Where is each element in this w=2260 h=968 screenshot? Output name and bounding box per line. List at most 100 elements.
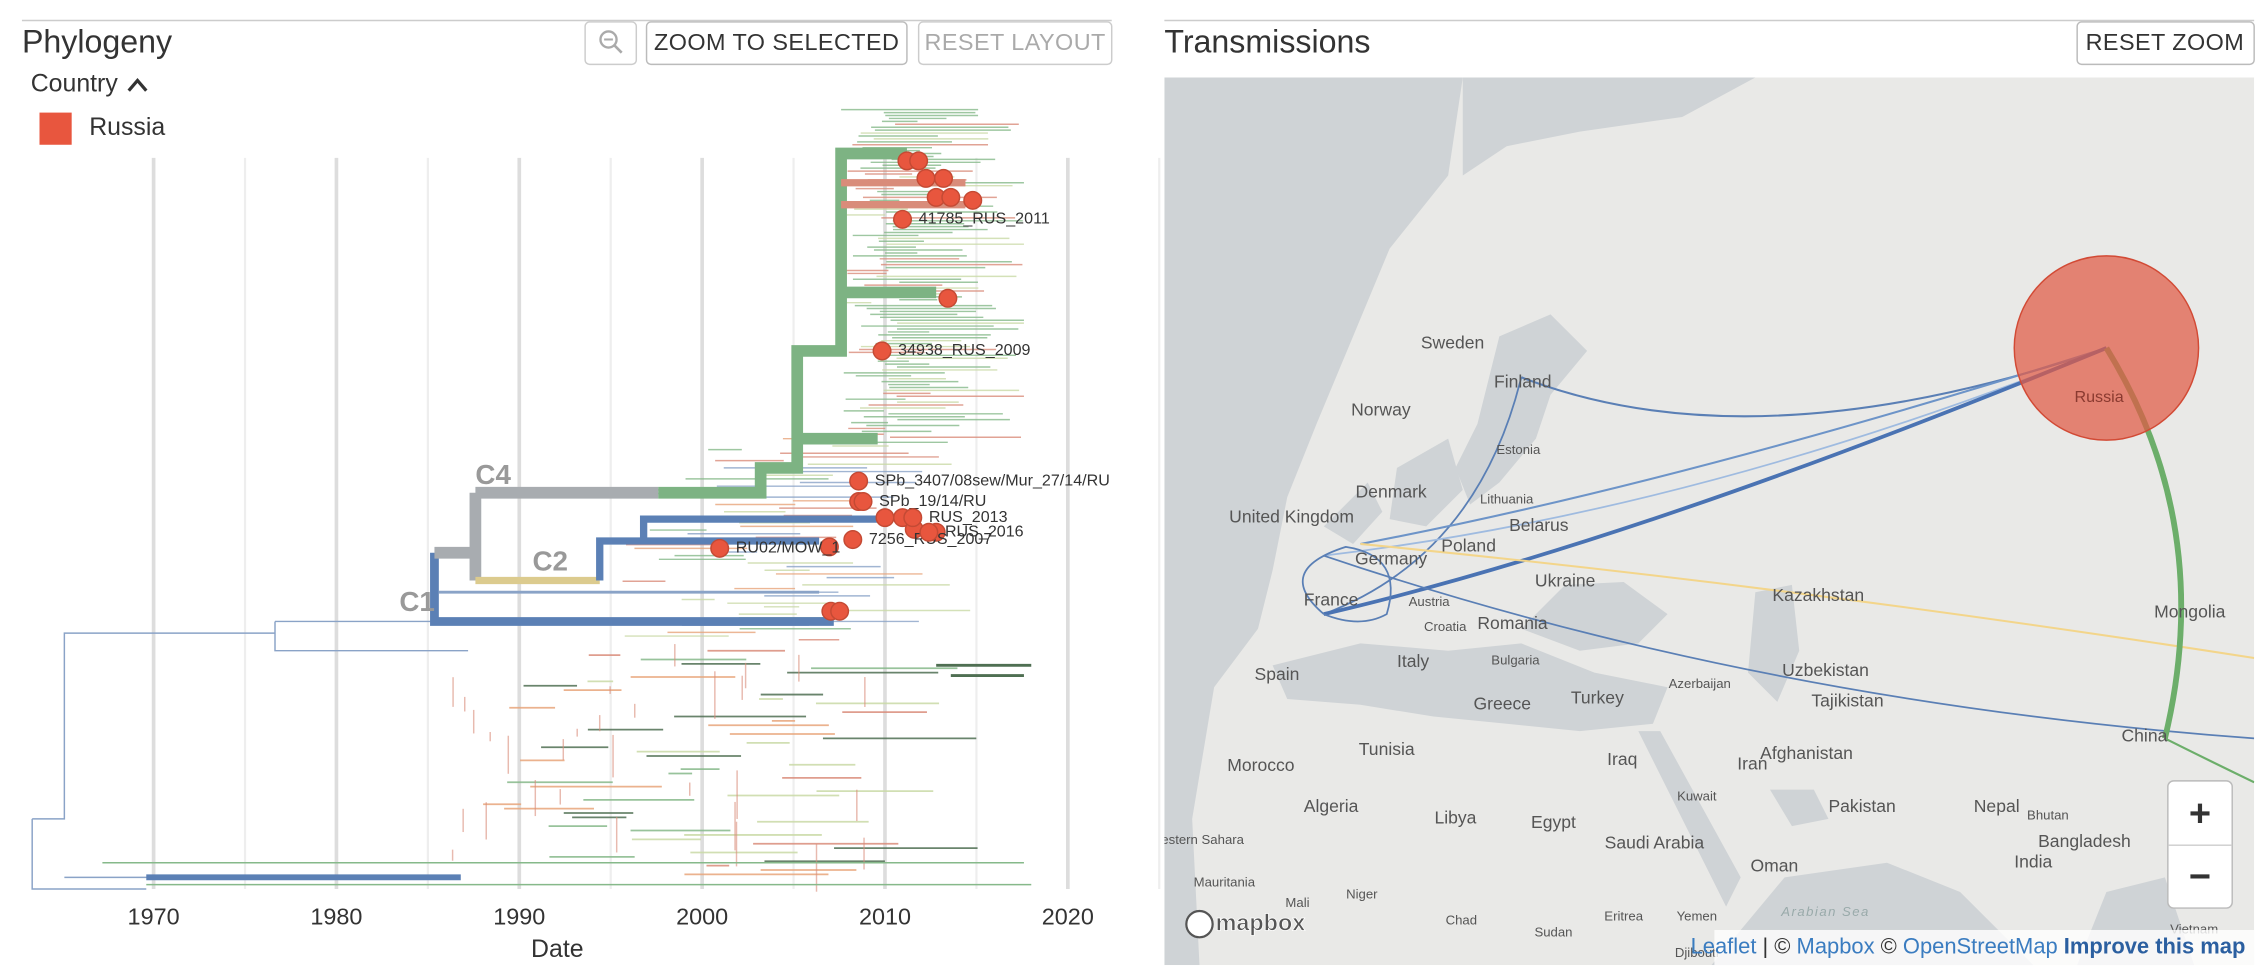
tip-marker: [872, 341, 892, 361]
mapbox-link[interactable]: Mapbox: [1797, 933, 1875, 958]
leaflet-link[interactable]: Leaflet: [1691, 933, 1757, 958]
place-label: Romania: [1477, 613, 1547, 633]
place-label: Western Sahara: [1149, 832, 1245, 847]
logo-mark: [1185, 909, 1214, 939]
tip-marker: [849, 471, 869, 491]
place-label: Estonia: [1496, 442, 1541, 457]
place-label: Iran: [1737, 753, 1767, 773]
place-label: Chad: [1446, 913, 1477, 928]
branch: [596, 515, 878, 581]
place-label: Bangladesh: [2038, 831, 2131, 851]
place-label: Turkey: [1571, 688, 1624, 708]
x-tick-label: 1990: [493, 903, 545, 929]
panel-title: Phylogeny: [22, 23, 173, 59]
place-label: Mongolia: [2154, 601, 2225, 621]
place-label: Pakistan: [1828, 796, 1895, 816]
place-label: Norway: [1351, 400, 1411, 420]
branch: [430, 552, 834, 626]
tip-marker: [909, 151, 929, 171]
reset-layout-button[interactable]: RESET LAYOUT: [917, 21, 1113, 66]
place-label: Sudan: [1534, 924, 1572, 939]
clade-label: C4: [475, 459, 511, 490]
tip-label: RU02/MOW_1: [736, 539, 841, 557]
place-label: Germany: [1355, 549, 1427, 569]
map[interactable]: Russia Sweden Finland Norway Estonia Denmark…: [1149, 77, 2255, 966]
tip-marker: [916, 168, 936, 188]
button-label[interactable]: RESET ZOOM: [2086, 29, 2245, 55]
place-label: France: [1304, 590, 1359, 610]
separator: | ©: [1756, 933, 1796, 958]
clade-label: C2: [532, 545, 568, 576]
place-label: Iraq: [1607, 749, 1637, 769]
osm-link[interactable]: OpenStreetMap: [1903, 933, 2058, 958]
tip-marker: [963, 190, 983, 210]
x-tick-label: 2010: [859, 903, 911, 929]
origin-label: Russia: [2075, 388, 2124, 406]
tree: 1970 1980 1990 2000 2010 2020 C4 C2 C1 41785_RUS_…: [31, 108, 1161, 929]
tip-label: 34938_RUS_2009: [898, 341, 1030, 359]
place-label: Libya: [1434, 807, 1476, 827]
zoom-control[interactable]: + −: [2167, 780, 2233, 909]
place-label: Tajikistan: [1811, 691, 1883, 711]
zoom-to-selected-button[interactable]: ZOOM TO SELECTED: [645, 21, 908, 66]
branch: [936, 663, 1032, 678]
tip-marker: [919, 522, 939, 542]
place-label: Austria: [1409, 594, 1451, 609]
place-label: Poland: [1441, 536, 1496, 556]
place-label: Niger: [1346, 886, 1378, 901]
tip-marker: [875, 508, 895, 528]
x-tick-label: 1970: [128, 903, 180, 929]
place-label: Ukraine: [1535, 571, 1595, 591]
place-label: China: [2122, 726, 2168, 746]
zoom-icon-button[interactable]: [584, 21, 638, 66]
place-label: Bulgaria: [1491, 652, 1540, 667]
place-label: Lithuania: [1480, 492, 1534, 507]
logo[interactable]: mapbox: [1215, 909, 1306, 936]
tip-marker: [903, 508, 923, 528]
origin-circle[interactable]: [2013, 255, 2200, 441]
place-label: India: [2014, 851, 2052, 871]
place-label: United Kingdom: [1229, 506, 1354, 526]
reset-zoom-button[interactable]: RESET ZOOM: [2076, 21, 2255, 66]
tip-label: SPb_3407/08sew/Mur_27/14/RU: [875, 471, 1110, 489]
attribution-bg: [1714, 929, 2255, 966]
place-label: Bhutan: [2027, 807, 2069, 822]
x-tick-label: 2000: [676, 903, 728, 929]
collapse-chevron[interactable]: [127, 77, 148, 92]
branch: [434, 486, 659, 581]
improve-link[interactable]: Improve this map: [2058, 933, 2246, 958]
color-by-label[interactable]: Country: [31, 69, 119, 97]
separator: ©: [1875, 933, 1903, 958]
button-label[interactable]: ZOOM TO SELECTED: [654, 29, 899, 55]
place-label: Djibouti: [1675, 945, 1719, 960]
axis-title: Date: [531, 935, 584, 963]
place-label: Algeria: [1304, 796, 1359, 816]
place-label: Greece: [1473, 693, 1531, 713]
place-label: Kazakhstan: [1772, 585, 1864, 605]
tip-marker: [710, 538, 730, 558]
place-label: Mali: [1285, 895, 1309, 910]
place-label: Yemen: [1677, 908, 1717, 923]
place-label: Italy: [1397, 651, 1429, 671]
button-label[interactable]: RESET LAYOUT: [925, 29, 1106, 55]
tip-label: RUS_2016: [945, 523, 1024, 541]
place-label: Tunisia: [1359, 739, 1415, 759]
zoom-in[interactable]: +: [2189, 793, 2211, 835]
x-tick-label: 1980: [310, 903, 362, 929]
tip-marker: [938, 288, 958, 308]
branch: [31, 620, 469, 890]
x-tick-label: 2020: [1042, 903, 1094, 929]
tip-marker: [893, 209, 913, 229]
place-label: Uzbekistan: [1782, 660, 1869, 680]
place-labels: Sweden Finland Norway Estonia Denmark Lithuan…: [1149, 332, 2228, 960]
tip-marker: [830, 601, 850, 621]
tip-marker: [843, 530, 863, 550]
legend-swatch: [39, 112, 72, 145]
place-label: Morocco: [1227, 755, 1295, 775]
zoom-out[interactable]: −: [2189, 856, 2211, 898]
tip-marker: [853, 492, 873, 512]
place-label: Afghanistan: [1760, 743, 1853, 763]
tip-marker: [819, 537, 839, 557]
tip-marker: [941, 187, 961, 207]
